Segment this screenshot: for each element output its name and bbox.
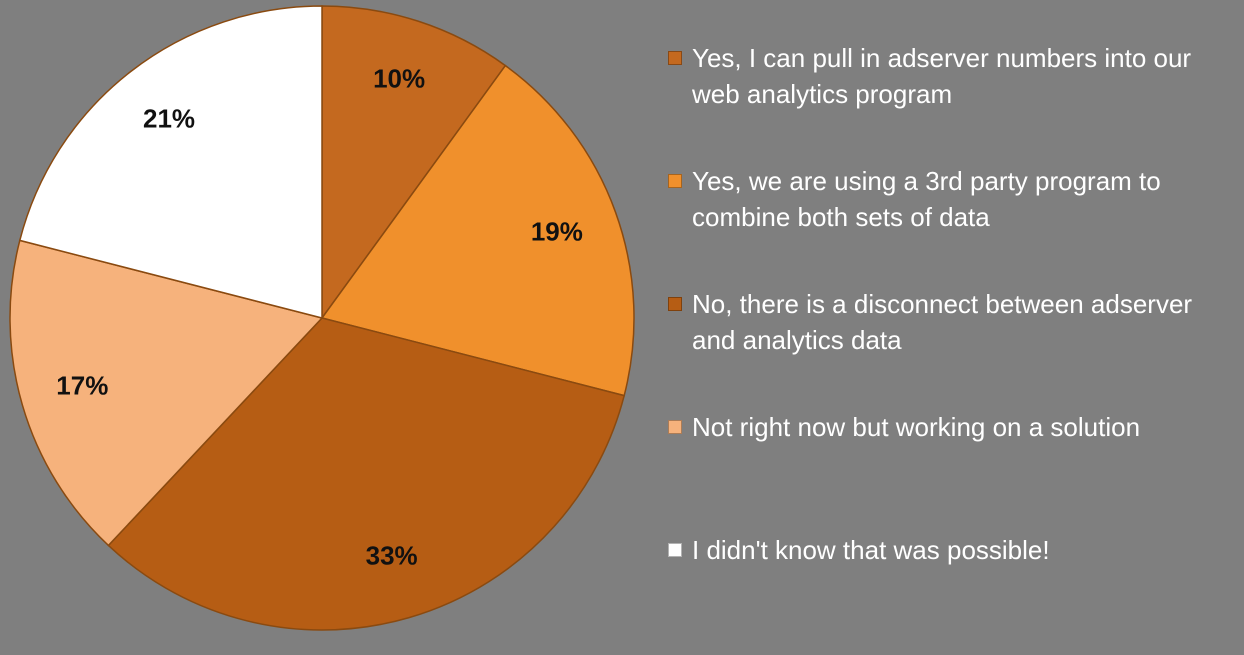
legend-label: Not right now but working on a solution: [692, 412, 1141, 442]
legend-label: I didn't know that was possible!: [692, 535, 1050, 565]
legend-swatch: [668, 297, 682, 311]
legend-entry: I didn't know that was possible!: [668, 532, 1238, 655]
pie-slice: [107, 317, 626, 631]
pie-slice: [320, 64, 635, 397]
data-label: 21%: [143, 104, 195, 134]
pie-slice: [18, 5, 323, 319]
legend-swatch: [668, 420, 682, 434]
legend-swatch: [668, 174, 682, 188]
legend-swatch: [668, 543, 682, 557]
pie-slice: [321, 5, 507, 321]
legend: Yes, I can pull in adserver numbers into…: [668, 40, 1238, 655]
page: {"chart_data": {"type": "pie", "categori…: [9, 5, 1193, 631]
data-label: 33%: [366, 541, 418, 571]
legend-entry: Yes, we are using a 3rd party program to…: [668, 163, 1238, 286]
data-label: 19%: [531, 216, 583, 246]
legend-label: Yes, we are using a 3rd party program to…: [692, 166, 1161, 232]
legend-label: No, there is a disconnect between adserv…: [692, 289, 1193, 355]
legend-entry: Not right now but working on a solution: [668, 409, 1238, 532]
pie-slice: [9, 239, 324, 547]
legend-entry: No, there is a disconnect between adserv…: [668, 286, 1238, 409]
chart: 10% 19% 33% 17% 21%: [9, 5, 635, 631]
legend-swatch: [668, 51, 682, 65]
data-label: 17%: [56, 371, 108, 401]
legend-entry: Yes, I can pull in adserver numbers into…: [668, 40, 1238, 163]
data-label: 10%: [373, 63, 425, 93]
legend-label: Yes, I can pull in adserver numbers into…: [692, 43, 1192, 109]
